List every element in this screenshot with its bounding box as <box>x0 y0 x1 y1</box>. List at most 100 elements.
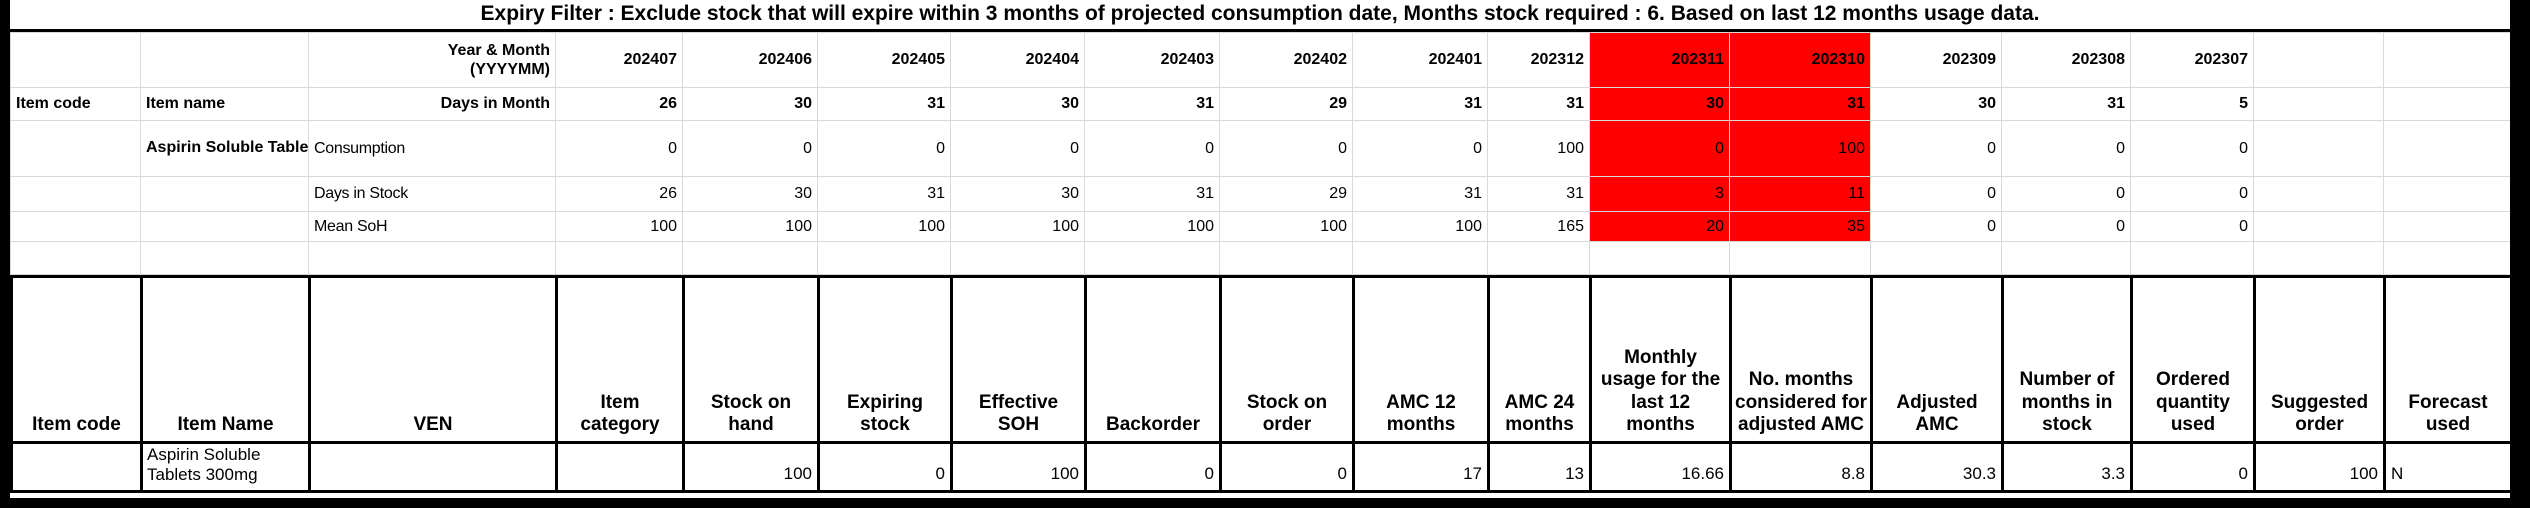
empty-cell <box>2253 241 2384 275</box>
days-in-stock-cell: 0 <box>2130 176 2254 212</box>
mean-soh-cell: 100 <box>950 211 1085 242</box>
month-header: 202407 <box>555 32 683 88</box>
month-header: 202308 <box>2001 32 2131 88</box>
days-in-stock-cell-highlighted: 3 <box>1589 176 1730 212</box>
empty-cell <box>1729 241 1871 275</box>
mean-soh-cell: 100 <box>817 211 951 242</box>
consumption-cell: 0 <box>1870 120 2002 177</box>
days-in-stock-cell: 0 <box>1870 176 2002 212</box>
empty-cell <box>817 241 951 275</box>
col-header-effective-soh: Effective SOH <box>950 275 1087 444</box>
days-in-stock-cell: 30 <box>950 176 1085 212</box>
empty-cell <box>1870 241 2002 275</box>
empty-cell <box>2130 241 2254 275</box>
month-header: 202312 <box>1487 32 1590 88</box>
mean-soh-cell: 0 <box>2001 211 2131 242</box>
mean-soh-label: Mean SoH <box>308 211 556 242</box>
month-header: 202307 <box>2130 32 2254 88</box>
days-in-month-cell: 30 <box>1870 87 2002 121</box>
col-header-months-in-stock: Number of months in stock <box>2001 275 2133 444</box>
empty-cell <box>2383 176 2510 212</box>
empty-cell <box>555 241 683 275</box>
month-header: 202402 <box>1219 32 1353 88</box>
col-header-forecast-used: Forecast used <box>2383 275 2510 444</box>
mean-soh-cell: 0 <box>2130 211 2254 242</box>
mean-soh-cell: 100 <box>1352 211 1488 242</box>
consumption-cell-highlighted: 100 <box>1729 120 1871 177</box>
empty-cell <box>140 211 309 242</box>
item-code-cell <box>10 120 141 177</box>
col-header-adjusted-amc: Adjusted AMC <box>1870 275 2004 444</box>
suggested-order-value: 100 <box>2253 440 2386 494</box>
col-header-stock-on-order: Stock on order <box>1219 275 1355 444</box>
empty-cell <box>2253 32 2384 88</box>
forecast-used-value: N <box>2383 440 2510 494</box>
spreadsheet-sheet: Expiry Filter : Exclude stock that will … <box>10 0 2510 498</box>
year-month-label-cell: Year & Month (YYYYMM) <box>308 32 556 88</box>
days-in-stock-cell: 31 <box>817 176 951 212</box>
item-category-value <box>555 440 685 494</box>
days-in-month-label: Days in Month <box>308 87 556 121</box>
days-in-stock-cell: 31 <box>1084 176 1220 212</box>
empty-cell <box>2383 211 2510 242</box>
item-name-header: Item name <box>140 87 309 121</box>
year-month-label: Year & Month (YYYYMM) <box>447 41 550 78</box>
empty-cell <box>1487 241 1590 275</box>
col-header-amc-24-months: AMC 24 months <box>1487 275 1592 444</box>
empty-cell <box>1219 241 1353 275</box>
empty-cell <box>1589 241 1730 275</box>
month-header-highlighted: 202310 <box>1729 32 1871 88</box>
mean-soh-cell: 100 <box>1219 211 1353 242</box>
days-in-stock-cell: 29 <box>1219 176 1353 212</box>
consumption-cell: 0 <box>1219 120 1353 177</box>
empty-cell <box>682 241 818 275</box>
consumption-cell: 0 <box>1352 120 1488 177</box>
empty-cell <box>2383 241 2510 275</box>
consumption-label: Consumption <box>308 120 556 177</box>
months-considered-value: 8.8 <box>1729 440 1873 494</box>
empty-cell <box>2383 32 2510 88</box>
empty-cell <box>2253 120 2384 177</box>
mean-soh-row: Mean SoH 100 100 100 100 100 100 100 165… <box>10 211 2510 242</box>
days-in-month-cell: 31 <box>1352 87 1488 121</box>
days-in-stock-cell: 26 <box>555 176 683 212</box>
consumption-cell: 0 <box>2001 120 2131 177</box>
col-header-months-considered: No. months considered for adjusted AMC <box>1729 275 1873 444</box>
mean-soh-cell: 100 <box>555 211 683 242</box>
col-header-stock-on-hand: Stock on hand <box>682 275 820 444</box>
empty-cell <box>1352 241 1488 275</box>
mean-soh-cell: 0 <box>1870 211 2002 242</box>
month-header-highlighted: 202311 <box>1589 32 1730 88</box>
consumption-cell: 0 <box>682 120 818 177</box>
empty-cell <box>140 32 309 88</box>
days-in-month-cell: 31 <box>1487 87 1590 121</box>
month-header: 202401 <box>1352 32 1488 88</box>
days-in-stock-cell: 31 <box>1352 176 1488 212</box>
month-header: 202403 <box>1084 32 1220 88</box>
consumption-cell: 0 <box>2130 120 2254 177</box>
empty-cell <box>2383 120 2510 177</box>
days-in-month-cell-highlighted: 31 <box>1729 87 1871 121</box>
mean-soh-cell: 165 <box>1487 211 1590 242</box>
days-in-month-cell: 29 <box>1219 87 1353 121</box>
ven-value <box>308 440 558 494</box>
order-table-data-row: Aspirin Soluble Tablets 300mg 100 0 100 … <box>10 440 2510 494</box>
empty-cell <box>2253 87 2384 121</box>
ordered-quantity-used-value: 0 <box>2130 440 2256 494</box>
spacer-row <box>10 241 2510 275</box>
stock-on-order-value: 0 <box>1219 440 1355 494</box>
empty-cell <box>10 176 141 212</box>
mean-soh-cell: 100 <box>1084 211 1220 242</box>
col-header-item-category: Item category <box>555 275 685 444</box>
backorder-value: 0 <box>1084 440 1222 494</box>
empty-cell <box>140 176 309 212</box>
days-in-stock-cell-highlighted: 11 <box>1729 176 1871 212</box>
days-in-stock-row: Days in Stock 26 30 31 30 31 29 31 31 3 … <box>10 176 2510 212</box>
empty-cell <box>1084 241 1220 275</box>
days-in-stock-cell: 0 <box>2001 176 2131 212</box>
report-title: Expiry Filter : Exclude stock that will … <box>10 0 2510 32</box>
days-in-month-cell: 30 <box>950 87 1085 121</box>
empty-cell <box>2383 87 2510 121</box>
month-header: 202406 <box>682 32 818 88</box>
